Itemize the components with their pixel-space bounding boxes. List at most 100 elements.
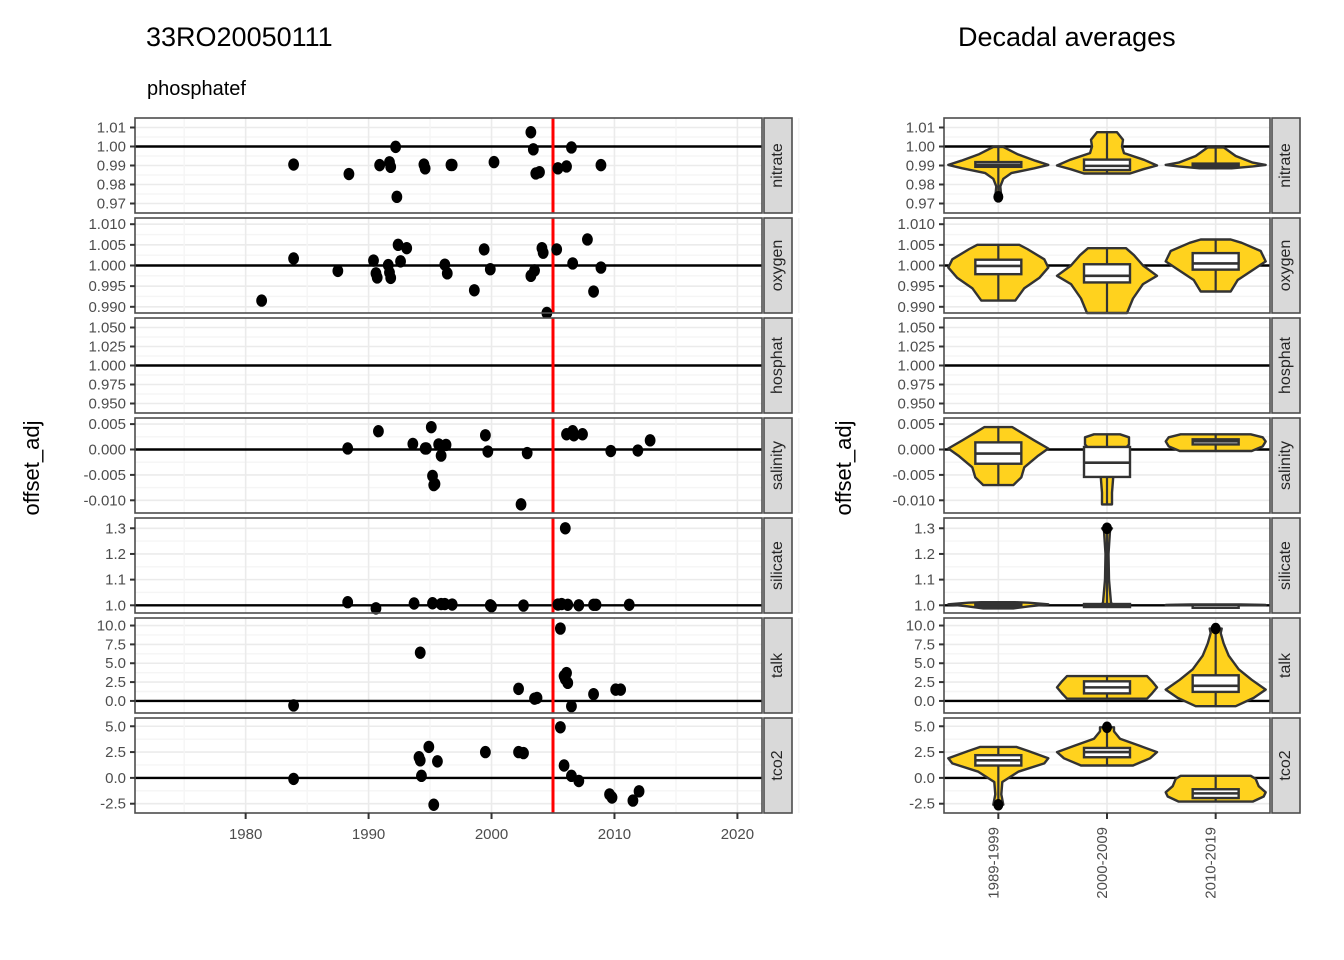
scatter-point (407, 437, 419, 451)
x-tick-label: 2010 (598, 826, 631, 843)
scatter-point (567, 257, 579, 270)
scatter-point (605, 444, 617, 458)
violin-outlier-point (1210, 622, 1221, 635)
scatter-point (441, 267, 453, 280)
panel-talk-left: 10.07.5 5.0 2.5 0.0 talk (97, 617, 800, 714)
facet-strip-label: hosphat (769, 336, 786, 393)
violin-outlier-point (1102, 721, 1112, 734)
scatter-point (435, 449, 447, 462)
panel-tco2-right: 5.0 2.5 0.0 -2.5 tco2 (909, 717, 1301, 814)
scatter-point (391, 190, 403, 204)
panel-silicate-right: 1.3 1.2 1.1 1.0 silicate (914, 517, 1301, 614)
scatter-point (256, 294, 268, 307)
scatter-point (370, 602, 382, 615)
scatter-point (588, 687, 599, 701)
scatter-point (606, 791, 618, 804)
x-tick-label: 1989-1999 (985, 827, 1002, 899)
panel-bg (135, 518, 762, 613)
scatter-point (427, 597, 438, 610)
scatter-point (342, 596, 354, 609)
y-tick-label: 0.0 (105, 693, 126, 710)
facet-strip-silicate (1271, 517, 1301, 614)
scatter-point (432, 755, 443, 768)
x-tick-label: 2020 (721, 826, 754, 843)
y-tick-label: 0.98 (906, 177, 935, 194)
y-tick-label: 1.00 (97, 139, 126, 156)
y-tick-label: 7.5 (914, 636, 935, 653)
y-tick-label: 0.975 (897, 377, 935, 394)
scatter-point (566, 700, 577, 713)
facet-strip-salinity (1271, 417, 1301, 514)
scatter-point (488, 155, 500, 169)
right-panel-title: Decadal averages (958, 22, 1176, 52)
scatter-point (420, 442, 432, 455)
scatter-point (534, 165, 545, 179)
panel-hosphat-right: 1.050 1.025 1.000 0.975 0.950 hosphat (897, 317, 1301, 414)
y-tick-label: 1.1 (914, 572, 935, 589)
y-tick-label: 1.050 (88, 320, 126, 337)
scatter-point (577, 428, 588, 441)
scatter-point (428, 798, 440, 811)
scatter-point (561, 160, 572, 173)
y-tick-label: 0.950 (897, 396, 935, 413)
facet-strip-hosphat (763, 317, 793, 414)
y-tick-label: 1.01 (97, 120, 126, 137)
y-tick-label: 1.000 (88, 358, 126, 375)
scatter-point (392, 238, 404, 252)
scatter-point (525, 126, 537, 139)
y-tick-label: 0.990 (897, 299, 935, 316)
scatter-point (518, 746, 529, 760)
x-tick-label: 1990 (352, 826, 385, 843)
y-tick-label: 0.99 (97, 158, 126, 175)
panel-talk-right: 10.07.5 5.0 2.5 0.0 talk (906, 617, 1301, 714)
facet-strip-label: hosphat (1277, 336, 1294, 393)
scatter-point (561, 666, 572, 680)
y-tick-label: 1.2 (914, 546, 935, 563)
y-tick-label: 0.005 (88, 416, 126, 433)
scatter-point (408, 597, 420, 610)
scatter-point (385, 271, 397, 285)
y-tick-label: 2.5 (105, 674, 126, 691)
box-iqr (1191, 251, 1240, 271)
scatter-point (342, 442, 354, 455)
y-tick-label: 0.950 (88, 396, 126, 413)
scatter-point (595, 158, 607, 172)
panel-tco2-left: 5.0 2.5 0.0 -2.5 tco2 (100, 717, 800, 814)
panel-oxygen-right: 1.010 1.005 1.000 0.995 0.990 oxygen (897, 216, 1301, 316)
scatter-point (527, 143, 539, 156)
scatter-point (559, 522, 571, 535)
scatter-point (551, 243, 563, 256)
x-tick-label: 1980 (229, 826, 262, 843)
scatter-point (486, 600, 497, 613)
panel-hosphat-left: 1.050 1.025 1.000 0.975 0.950 hosphat (88, 317, 800, 414)
panel-salinity-left: 0.005 0.000 -0.005 -0.010 salinity (83, 416, 800, 514)
scatter-point (440, 438, 452, 452)
y-tick-label: 1.005 (88, 237, 126, 254)
scatter-point (343, 167, 355, 181)
facet-strip-oxygen (763, 217, 793, 314)
panel-border (134, 517, 763, 614)
scatter-point (374, 158, 386, 172)
y-tick-label: 1.010 (897, 216, 935, 233)
facet-strip-label: silicate (769, 541, 786, 590)
facet-strip-hosphat (1271, 317, 1301, 414)
panel-nitrate-right: 1.01 1.00 0.99 0.98 0.97 nitrate (906, 117, 1301, 214)
scatter-point (627, 794, 639, 807)
box-iqr (1191, 674, 1240, 694)
facet-strip-label: tco2 (769, 750, 786, 780)
scatter-point (416, 769, 427, 783)
y-tick-label: 0.995 (88, 278, 126, 295)
x-tick-label: 2010-2019 (1203, 827, 1220, 899)
violin-outlier-point (1102, 522, 1112, 535)
scatter-point (482, 445, 494, 458)
scatter-point (582, 233, 593, 246)
y-tick-label: 5.0 (105, 718, 126, 735)
y-tick-label: 0.0 (105, 770, 126, 787)
scatter-point (566, 141, 577, 154)
scatter-point (573, 599, 585, 612)
facet-strip-nitrate (1271, 117, 1301, 214)
scatter-point (552, 162, 564, 175)
y-tick-label: 0.005 (897, 416, 935, 433)
facet-strip-label: salinity (1277, 441, 1294, 490)
scatter-point (288, 158, 299, 171)
